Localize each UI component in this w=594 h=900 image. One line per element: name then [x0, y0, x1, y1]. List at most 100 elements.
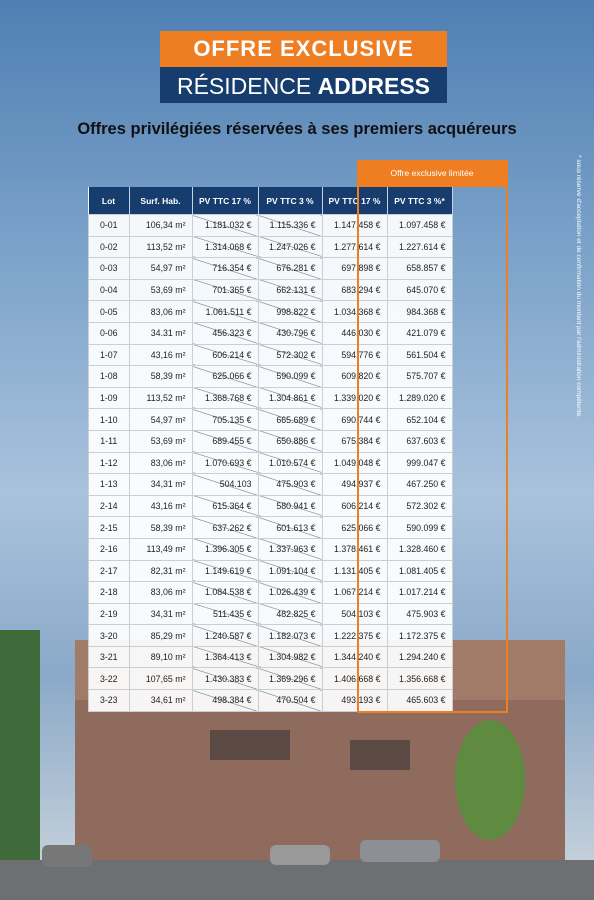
price-cell: 1.339.020 €	[321, 386, 388, 410]
price-cell: 1.081.405 €	[386, 559, 453, 583]
lot-cell: 107,65 m²	[128, 667, 193, 691]
lot-cell: 83,06 m²	[128, 300, 193, 323]
table-row: 0-05 83,06 m² 1.061.511 €998.822 €1.034.36…	[88, 300, 453, 323]
price-cell: 421.079 €	[386, 321, 453, 345]
column-header: PV TTC 3 %*	[387, 187, 453, 215]
price-cell: 456.323 €	[191, 321, 259, 345]
table-row: 3-22 107,65 m² 1.430.383 €1.369.296 €1.406…	[88, 667, 453, 691]
price-cell: 1.070.693 €	[191, 451, 259, 475]
title-line2: RÉSIDENCE ADDRESS	[160, 67, 447, 103]
lot-cell: 0-02	[88, 235, 130, 259]
lot-cell: 58,39 m²	[128, 516, 193, 539]
table-row: 1-10 54,97 m² 705.135 €665.689 €690.744 €6…	[88, 408, 453, 431]
table-row: 2-19 34,31 m² 511.435 €482.825 €504.103 €4…	[88, 602, 453, 626]
lot-cell: 3-22	[88, 667, 130, 691]
price-cell: 504.103 €	[321, 602, 388, 626]
table-row: 1-12 83,06 m² 1.070.693 €1.010.574 €1.049.…	[88, 451, 453, 475]
price-cell: 675.384 €	[321, 429, 388, 453]
price-cell: 690.744 €	[321, 408, 388, 431]
column-header: PV TTC 17 %	[322, 187, 388, 215]
price-cell: 645.070 €	[386, 278, 453, 302]
price-cell: 1.131.405 €	[321, 559, 388, 583]
lot-cell: 1-13	[88, 473, 130, 496]
price-cell: 1.396.305 €	[191, 537, 259, 561]
table-row: 2-18 83,06 m² 1.084.538 €1.026.439 €1.067.…	[88, 581, 453, 604]
price-cell: 1.294.240 €	[386, 645, 453, 669]
lot-cell: 53,69 m²	[128, 278, 193, 302]
title-line1: OFFRE EXCLUSIVE	[160, 31, 447, 67]
price-cell: 590.099 €	[386, 516, 453, 539]
price-cell: 637.603 €	[386, 429, 453, 453]
lot-cell: 1-09	[88, 386, 130, 410]
price-cell: 1.364.413 €	[191, 645, 259, 669]
lot-cell: 113,52 m²	[128, 386, 193, 410]
price-cell: 1.430.383 €	[191, 667, 259, 691]
price-cell: 601.613 €	[257, 516, 323, 539]
price-cell: 1.344.240 €	[321, 645, 388, 669]
price-cell: 665.689 €	[257, 408, 323, 431]
price-cell: 1.149.619 €	[191, 559, 259, 583]
table-row: 1-11 53,69 m² 689.455 €650.886 €675.384 €6…	[88, 429, 453, 453]
price-cell: 475.903 €	[257, 473, 323, 496]
price-cell: 504.103	[191, 473, 259, 496]
price-cell: 493.193 €	[321, 689, 388, 712]
price-cell: 572.302 €	[386, 494, 453, 518]
table-row: 2-17 82,31 m² 1.149.619 €1.091.104 €1.131.…	[88, 559, 453, 583]
price-cell: 1.289.020 €	[386, 386, 453, 410]
price-cell: 1.222.375 €	[321, 624, 388, 647]
lot-cell: 113,49 m²	[128, 537, 193, 561]
price-cell: 1.181.032 €	[191, 214, 259, 237]
lot-cell: 3-21	[88, 645, 130, 669]
title-part: ADDRESS	[317, 73, 431, 99]
column-header: PV TTC 17 %	[192, 187, 259, 215]
price-cell: 615.364 €	[191, 494, 259, 518]
price-cell: 662.131 €	[257, 278, 323, 302]
lot-cell: 34,31 m²	[128, 473, 193, 496]
lot-cell: 106,34 m²	[128, 214, 193, 237]
lot-cell: 54,97 m²	[128, 257, 193, 280]
lot-cell: 83,06 m²	[128, 581, 193, 604]
title-part: RÉSIDENCE	[176, 73, 318, 99]
price-cell: 1.049.048 €	[321, 451, 388, 475]
column-header: PV TTC 3 %	[258, 187, 323, 215]
table-row: 1-13 34,31 m² 504.103 475.903 €494.937 €467…	[88, 473, 453, 496]
table-row: 0-03 54,97 m² 716.354 €676.281 €697.898 €6…	[88, 257, 453, 280]
table-row: 1-08 58,39 m² 625.066 €590.099 €609.820 €5…	[88, 365, 453, 388]
price-table: Lot Surf. Hab. PV TTC 17 % PV TTC 3 % PV TTC…	[88, 187, 453, 712]
price-cell: 590.099 €	[257, 365, 323, 388]
price-cell: 1.091.104 €	[257, 559, 323, 583]
lot-cell: 0-04	[88, 278, 130, 302]
lot-cell: 2-18	[88, 581, 130, 604]
price-cell: 1.026.439 €	[257, 581, 323, 604]
price-cell: 561.504 €	[386, 343, 453, 367]
table-row: 0-02 113,52 m² 1.314.068 €1.247.026 €1.277…	[88, 235, 453, 259]
price-cell: 1.147.458 €	[321, 214, 388, 237]
lot-cell: 3-23	[88, 689, 130, 712]
price-cell: 594.776 €	[321, 343, 388, 367]
price-cell: 1.227.614 €	[386, 235, 453, 259]
price-cell: 1.115.336 €	[257, 214, 323, 237]
price-cell: 1.328.460 €	[386, 537, 453, 561]
price-cell: 465.603 €	[386, 689, 453, 712]
price-cell: 1.369.296 €	[257, 667, 323, 691]
lot-cell: 2-15	[88, 516, 130, 539]
table-row: 0-01 106,34 m² 1.181.032 €1.115.336 €1.147…	[88, 214, 453, 237]
price-cell: 1.304.861 €	[257, 386, 323, 410]
price-cell: 575.707 €	[386, 365, 453, 388]
price-cell: 498.384 €	[191, 689, 259, 712]
lot-cell: 2-14	[88, 494, 130, 518]
price-cell: 430.796 €	[257, 321, 323, 345]
price-cell: 1.034.368 €	[321, 300, 388, 323]
price-cell: 1.247.026 €	[257, 235, 323, 259]
price-cell: 475.903 €	[386, 602, 453, 626]
lot-cell: 83,06 m²	[128, 451, 193, 475]
lot-cell: 1-11	[88, 429, 130, 453]
lot-cell: 0-03	[88, 257, 130, 280]
price-cell: 1.406.668 €	[321, 667, 388, 691]
price-cell: 999.047 €	[386, 451, 453, 475]
price-cell: 625.066 €	[191, 365, 259, 388]
price-cell: 650.886 €	[257, 429, 323, 453]
price-cell: 494.937 €	[321, 473, 388, 496]
price-cell: 1.337.963 €	[257, 537, 323, 561]
price-cell: 701.365 €	[191, 278, 259, 302]
